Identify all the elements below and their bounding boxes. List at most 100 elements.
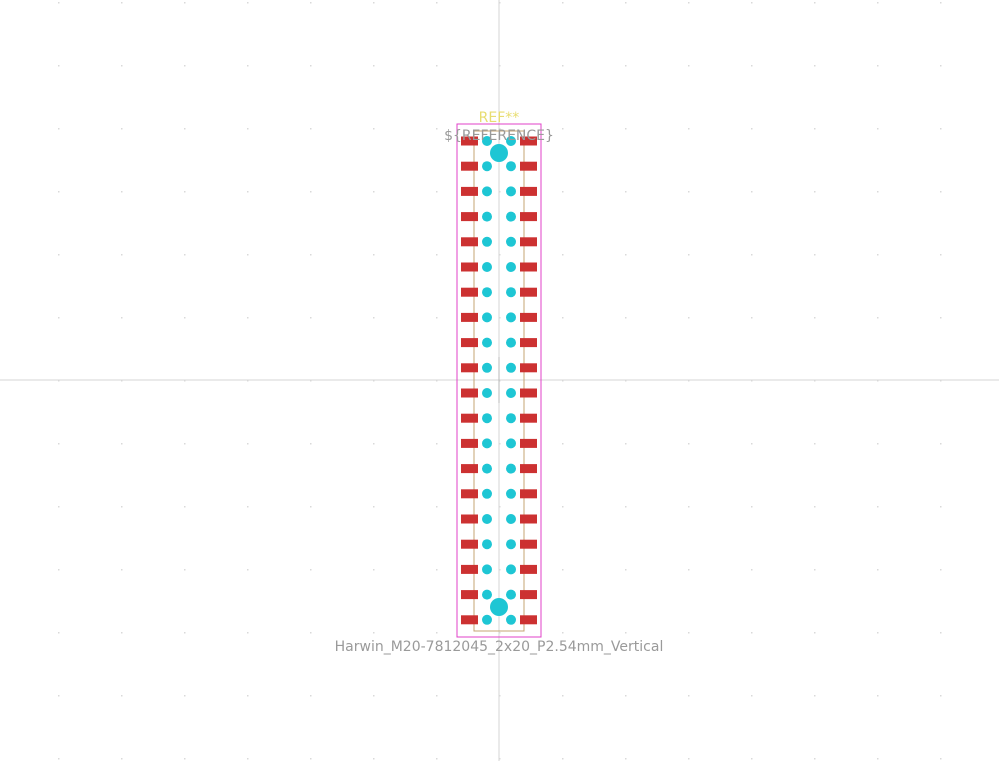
grid-dot xyxy=(310,380,312,382)
smd-pad[interactable] xyxy=(461,312,478,322)
grid-dot xyxy=(625,191,627,193)
smd-pad[interactable] xyxy=(461,338,478,348)
through-hole[interactable] xyxy=(506,337,516,348)
smd-pad[interactable] xyxy=(520,590,537,600)
through-hole[interactable] xyxy=(506,262,516,272)
smd-pad[interactable] xyxy=(520,363,537,373)
through-hole[interactable] xyxy=(482,236,492,247)
smd-pad[interactable] xyxy=(520,514,537,524)
smd-pad[interactable] xyxy=(520,438,537,448)
through-hole[interactable] xyxy=(506,589,516,600)
through-hole[interactable] xyxy=(482,438,492,449)
through-hole[interactable] xyxy=(482,488,492,499)
smd-pad[interactable] xyxy=(520,489,537,499)
through-hole[interactable] xyxy=(506,161,516,172)
grid-dot xyxy=(436,569,438,571)
smd-pad[interactable] xyxy=(461,590,478,600)
through-hole[interactable] xyxy=(506,614,516,625)
smd-pad[interactable] xyxy=(520,338,537,348)
smd-pad[interactable] xyxy=(520,564,537,574)
through-hole[interactable] xyxy=(482,312,492,323)
smd-pad[interactable] xyxy=(461,262,478,272)
grid-dot xyxy=(436,695,438,697)
smd-pad[interactable] xyxy=(520,237,537,247)
grid-dot xyxy=(58,569,60,571)
through-hole[interactable] xyxy=(482,337,492,348)
through-hole[interactable] xyxy=(506,362,516,373)
smd-pad[interactable] xyxy=(461,136,478,146)
smd-pad[interactable] xyxy=(461,438,478,448)
smd-pad[interactable] xyxy=(520,615,537,625)
smd-pad[interactable] xyxy=(461,615,478,625)
through-hole[interactable] xyxy=(506,438,516,449)
smd-pad[interactable] xyxy=(520,262,537,272)
smd-pad[interactable] xyxy=(520,464,537,474)
through-hole[interactable] xyxy=(506,539,516,550)
through-hole[interactable] xyxy=(506,514,516,524)
smd-pad[interactable] xyxy=(461,514,478,524)
through-hole[interactable] xyxy=(482,186,492,197)
through-hole[interactable] xyxy=(506,211,516,222)
smd-pad[interactable] xyxy=(520,161,537,171)
grid-dot xyxy=(814,380,816,382)
ref-designator[interactable]: REF** xyxy=(479,110,520,126)
through-hole[interactable] xyxy=(506,488,516,499)
smd-pad[interactable] xyxy=(461,564,478,574)
through-hole[interactable] xyxy=(482,539,492,550)
smd-pad[interactable] xyxy=(520,388,537,398)
through-hole[interactable] xyxy=(506,413,516,424)
smd-pad[interactable] xyxy=(520,312,537,322)
reference-field[interactable]: ${REFERENCE} xyxy=(444,128,554,144)
smd-pad[interactable] xyxy=(520,287,537,297)
through-hole[interactable] xyxy=(482,262,492,272)
smd-pad[interactable] xyxy=(461,363,478,373)
through-hole[interactable] xyxy=(482,362,492,373)
through-hole[interactable] xyxy=(506,564,516,575)
smd-pad[interactable] xyxy=(520,136,537,146)
smd-pad[interactable] xyxy=(461,388,478,398)
through-hole[interactable] xyxy=(506,312,516,323)
through-hole[interactable] xyxy=(506,186,516,197)
smd-pad[interactable] xyxy=(461,186,478,196)
through-hole[interactable] xyxy=(482,388,492,398)
through-hole[interactable] xyxy=(482,564,492,575)
grid-dot xyxy=(121,569,123,571)
mounting-hole-bottom[interactable] xyxy=(490,598,508,616)
through-hole[interactable] xyxy=(482,136,492,146)
through-hole[interactable] xyxy=(482,463,492,474)
grid-dot xyxy=(688,443,690,445)
smd-pad[interactable] xyxy=(461,212,478,222)
through-hole[interactable] xyxy=(482,589,492,600)
smd-pad[interactable] xyxy=(520,539,537,549)
smd-pad[interactable] xyxy=(520,186,537,196)
value-field[interactable]: Harwin_M20-7812045_2x20_P2.54mm_Vertical xyxy=(335,639,664,655)
through-hole[interactable] xyxy=(506,287,516,298)
grid-dot xyxy=(562,632,564,634)
smd-pad[interactable] xyxy=(520,212,537,222)
through-hole[interactable] xyxy=(482,161,492,172)
smd-pad[interactable] xyxy=(461,161,478,171)
smd-pad[interactable] xyxy=(461,489,478,499)
through-hole[interactable] xyxy=(506,388,516,398)
through-hole[interactable] xyxy=(506,236,516,247)
through-hole[interactable] xyxy=(506,136,516,146)
through-hole[interactable] xyxy=(482,211,492,222)
smd-pad[interactable] xyxy=(461,464,478,474)
smd-pad[interactable] xyxy=(461,539,478,549)
through-hole[interactable] xyxy=(482,287,492,298)
courtyard-outline[interactable] xyxy=(456,123,542,638)
grid-dot xyxy=(58,443,60,445)
fabrication-outline[interactable] xyxy=(473,130,525,632)
grid-dot xyxy=(940,191,942,193)
smd-pad[interactable] xyxy=(461,287,478,297)
through-hole[interactable] xyxy=(506,463,516,474)
smd-pad[interactable] xyxy=(461,413,478,423)
smd-pad[interactable] xyxy=(520,413,537,423)
through-hole[interactable] xyxy=(482,413,492,424)
grid-dot xyxy=(499,317,501,319)
through-hole[interactable] xyxy=(482,514,492,524)
through-hole[interactable] xyxy=(482,614,492,625)
smd-pad[interactable] xyxy=(461,237,478,247)
mounting-hole-top[interactable] xyxy=(490,144,508,162)
